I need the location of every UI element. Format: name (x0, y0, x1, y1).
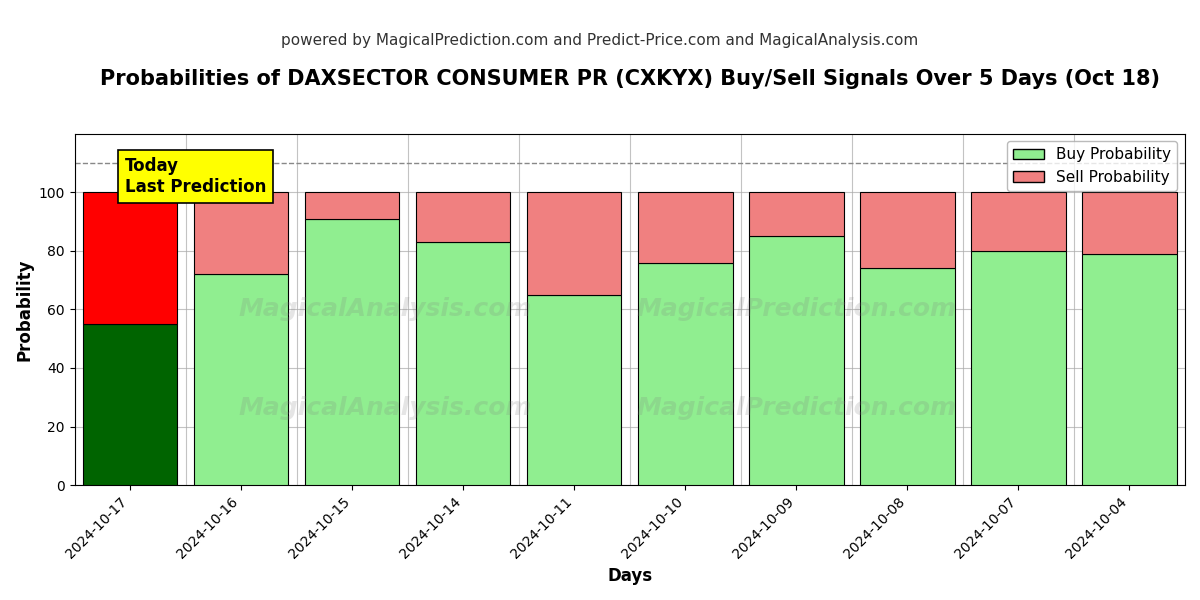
Text: MagicalPrediction.com: MagicalPrediction.com (636, 298, 956, 322)
Bar (971, 251, 1066, 485)
Legend: Buy Probability, Sell Probability: Buy Probability, Sell Probability (1007, 141, 1177, 191)
Bar (83, 192, 178, 324)
Bar (860, 268, 955, 485)
Text: MagicalAnalysis.com: MagicalAnalysis.com (239, 298, 533, 322)
Bar (1082, 254, 1177, 485)
Bar (527, 192, 622, 295)
Bar (638, 263, 732, 485)
X-axis label: Days: Days (607, 567, 653, 585)
Bar (749, 192, 844, 236)
Bar (749, 236, 844, 485)
Bar (194, 274, 288, 485)
Bar (1082, 192, 1177, 254)
Text: powered by MagicalPrediction.com and Predict-Price.com and MagicalAnalysis.com: powered by MagicalPrediction.com and Pre… (281, 33, 919, 48)
Text: MagicalPrediction.com: MagicalPrediction.com (636, 396, 956, 420)
Bar (305, 218, 400, 485)
Y-axis label: Probability: Probability (16, 258, 34, 361)
Bar (860, 192, 955, 268)
Bar (971, 192, 1066, 251)
Bar (305, 192, 400, 218)
Bar (527, 295, 622, 485)
Bar (416, 192, 510, 242)
Bar (638, 192, 732, 263)
Title: Probabilities of DAXSECTOR CONSUMER PR (CXKYX) Buy/Sell Signals Over 5 Days (Oct: Probabilities of DAXSECTOR CONSUMER PR (… (100, 69, 1160, 89)
Bar (416, 242, 510, 485)
Bar (194, 192, 288, 274)
Bar (83, 324, 178, 485)
Text: Today
Last Prediction: Today Last Prediction (125, 157, 266, 196)
Text: MagicalAnalysis.com: MagicalAnalysis.com (239, 396, 533, 420)
